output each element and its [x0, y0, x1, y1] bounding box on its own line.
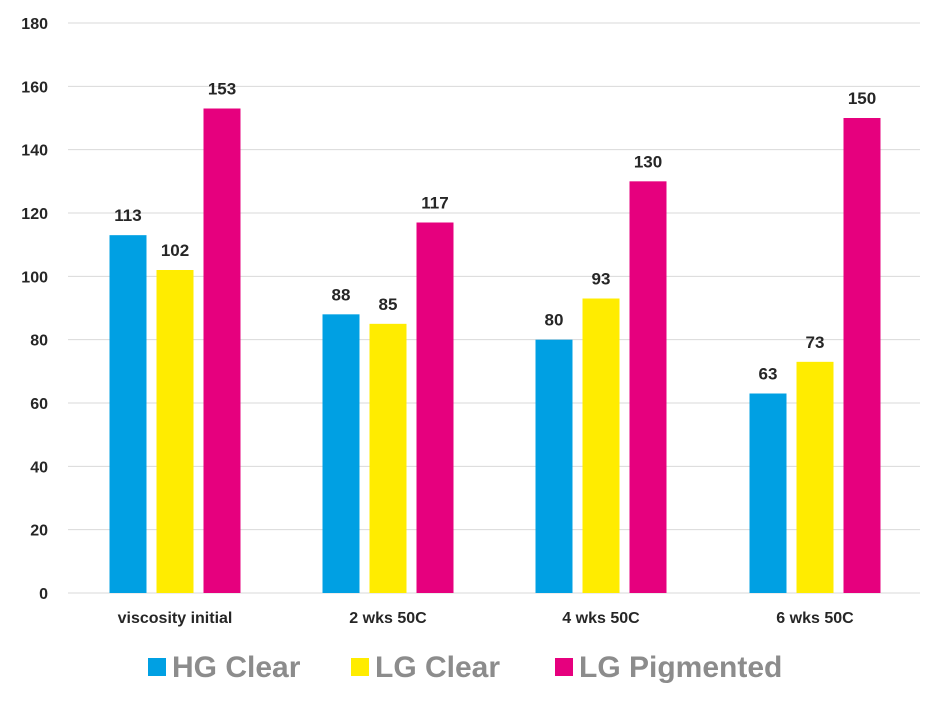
bar	[109, 235, 147, 593]
y-axis-tick-labels: 0 20 40 60 80 100 120 140 160 180	[21, 16, 48, 603]
y-tick-label: 20	[30, 523, 48, 540]
legend-item: HG Clear	[148, 651, 301, 684]
legend-label: HG Clear	[172, 651, 301, 684]
data-label: 73	[806, 333, 825, 352]
x-axis-category-labels: viscosity initial 2 wks 50C 4 wks 50C 6 wks…	[118, 610, 854, 627]
legend-label: LG Clear	[375, 651, 500, 684]
data-label: 117	[421, 194, 448, 213]
legend-item: LG Pigmented	[555, 651, 782, 684]
legend-item: LG Clear	[351, 651, 500, 684]
bar	[843, 118, 881, 593]
bar	[156, 270, 194, 593]
data-label: 113	[114, 206, 141, 225]
y-tick-label: 60	[30, 396, 48, 413]
data-label: 80	[545, 311, 564, 330]
y-tick-label: 180	[21, 16, 48, 33]
x-tick-label: 2 wks 50C	[349, 610, 427, 627]
bar	[322, 314, 360, 593]
legend-label: LG Pigmented	[579, 651, 782, 684]
bar	[203, 108, 241, 593]
x-tick-label: 6 wks 50C	[776, 610, 854, 627]
bar	[582, 298, 620, 593]
bar	[416, 222, 454, 593]
legend-swatch	[555, 658, 573, 676]
bars	[109, 108, 881, 594]
data-label: 130	[634, 152, 662, 171]
data-labels: 113 88 80 63 102 85 93 73 153 117 130 150	[114, 80, 876, 384]
y-tick-label: 100	[21, 269, 48, 286]
data-label: 63	[759, 365, 778, 384]
y-tick-label: 120	[21, 206, 48, 223]
bar	[535, 339, 573, 593]
x-tick-label: viscosity initial	[118, 610, 233, 627]
legend-swatch	[148, 658, 166, 676]
gridlines	[68, 22, 920, 594]
legend: HG Clear LG Clear LG Pigmented	[148, 651, 782, 684]
data-label: 102	[161, 241, 189, 260]
y-tick-label: 40	[30, 459, 48, 476]
bar	[796, 361, 834, 593]
data-label: 88	[332, 285, 351, 304]
legend-swatch	[351, 658, 369, 676]
y-tick-label: 0	[39, 586, 48, 603]
data-label: 85	[379, 295, 398, 314]
y-tick-label: 80	[30, 333, 48, 350]
y-tick-label: 140	[21, 143, 48, 160]
bar	[629, 181, 667, 594]
bar	[749, 393, 787, 593]
data-label: 93	[592, 270, 611, 289]
y-tick-label: 160	[21, 79, 48, 96]
x-tick-label: 4 wks 50C	[562, 610, 640, 627]
bar	[369, 323, 407, 593]
data-label: 150	[848, 89, 876, 108]
data-label: 153	[208, 80, 236, 99]
